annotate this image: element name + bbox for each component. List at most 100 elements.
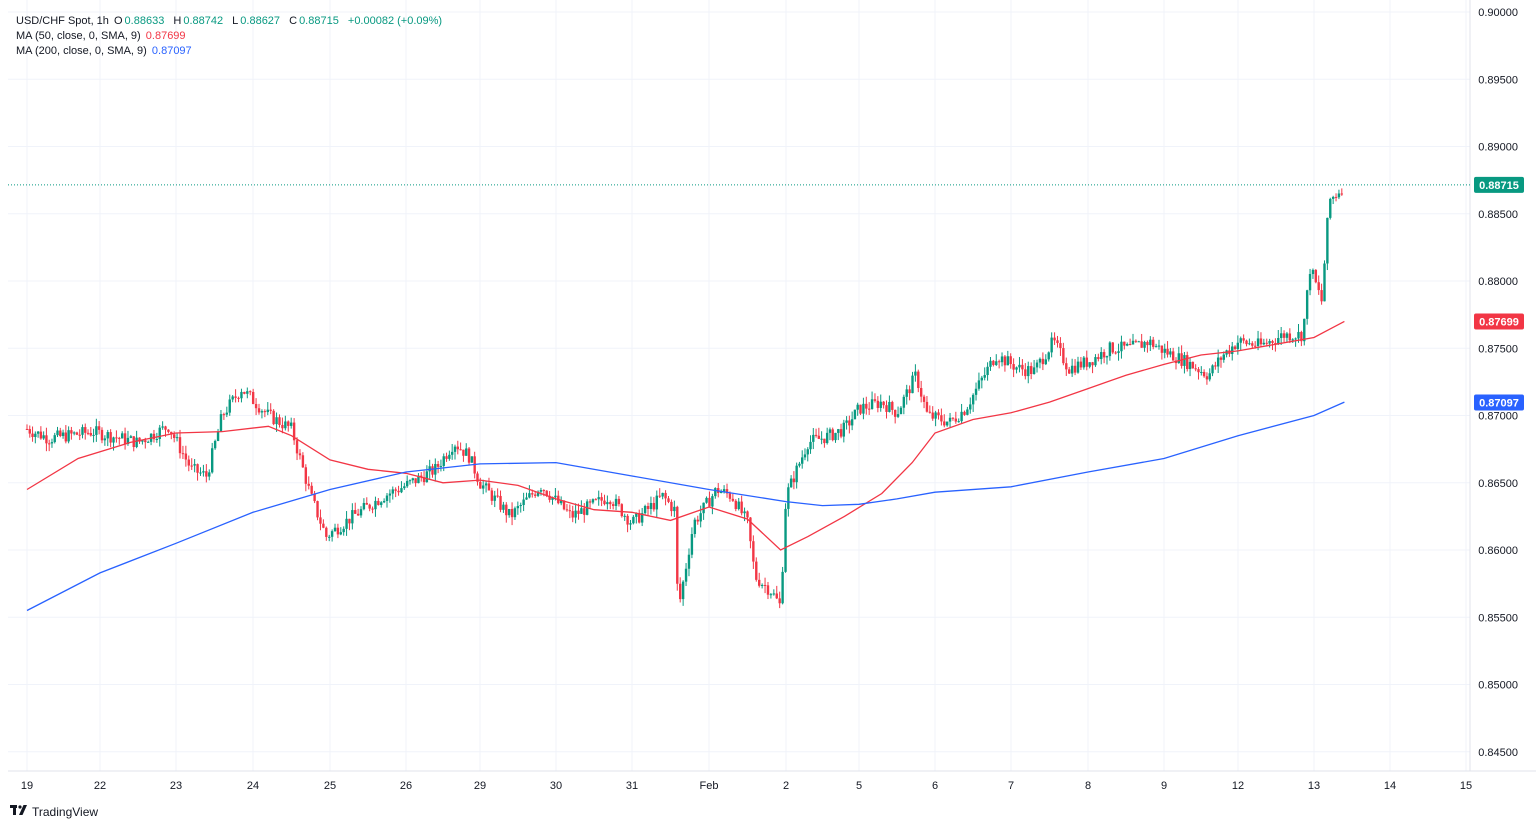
y-tick-label: 0.89500	[1478, 74, 1518, 86]
candle-body	[763, 584, 767, 586]
candle-body	[470, 456, 474, 463]
candle-body	[1231, 346, 1234, 354]
candle-body	[542, 490, 546, 492]
candle-body	[411, 478, 415, 481]
x-tick-label: 2	[783, 780, 789, 792]
candle-body	[70, 430, 73, 434]
candle-body	[158, 427, 161, 440]
candle-body	[548, 495, 551, 500]
candle-body	[269, 409, 272, 411]
candle-body	[814, 434, 818, 436]
candle-body	[1188, 361, 1192, 370]
candle-body	[1015, 367, 1018, 370]
candle-body	[382, 500, 386, 503]
candle-body	[281, 424, 284, 429]
legend-ma200-row[interactable]: MA (200, close, 0, SMA, 9) 0.87097	[16, 44, 448, 59]
candle-body	[571, 511, 574, 518]
candle-body	[658, 495, 661, 497]
candle-body	[806, 449, 809, 455]
candle-body	[781, 571, 784, 604]
candle-body	[1160, 345, 1164, 353]
symbol-label: USD/CHF Spot, 1h	[16, 15, 109, 27]
candle-body	[652, 503, 656, 510]
candle-body	[1029, 366, 1033, 374]
candle-body	[1157, 345, 1161, 347]
x-tick-label: 15	[1460, 780, 1472, 792]
candle-body	[908, 389, 911, 394]
candle-body	[213, 440, 217, 449]
legend-ohlc-row: USD/CHF Spot, 1h O 0.88633 H 0.88742 L 0.88…	[16, 14, 448, 29]
candle-body	[228, 399, 231, 413]
candle-body	[919, 388, 923, 397]
legend-ma50-row[interactable]: MA (50, close, 0, SMA, 9) 0.87699	[16, 29, 448, 44]
candle-body	[237, 397, 240, 399]
candle-body	[876, 400, 880, 408]
candle-body	[210, 448, 214, 473]
candle-body	[442, 456, 445, 466]
candle-body	[1094, 357, 1097, 366]
candle-body	[687, 554, 691, 569]
candle-body	[260, 411, 264, 413]
candle-body	[626, 515, 629, 525]
candle-body	[439, 465, 443, 467]
candle-body	[873, 399, 877, 401]
candle-body	[161, 426, 164, 428]
candle-body	[1027, 366, 1030, 377]
candle-body	[1123, 341, 1126, 346]
candle-body	[623, 515, 626, 517]
candle-body	[89, 433, 93, 436]
candle-body	[187, 459, 190, 466]
candle-body	[925, 401, 929, 412]
ma200-price-label: 0.87097	[1479, 397, 1519, 409]
candle-body	[562, 500, 566, 510]
candle-body	[803, 454, 807, 458]
candle-body	[47, 443, 51, 445]
candle-body	[714, 488, 717, 497]
candle-body	[917, 371, 920, 389]
candle-body	[507, 508, 511, 516]
candle-body	[1197, 369, 1200, 373]
candle-body	[330, 531, 334, 537]
candle-body	[1277, 337, 1280, 344]
candle-body	[825, 432, 829, 444]
candle-body	[1140, 341, 1143, 348]
candle-body	[614, 498, 618, 506]
candle-body	[834, 432, 837, 441]
candle-body	[1251, 343, 1254, 346]
candle-body	[1233, 346, 1237, 350]
candle-body	[801, 457, 804, 464]
candle-body	[205, 471, 208, 477]
candle-body	[635, 512, 638, 517]
candle-body	[1248, 343, 1251, 345]
candle-body	[755, 561, 758, 580]
candle-body	[867, 408, 871, 410]
candle-body	[856, 404, 859, 410]
candle-body	[342, 528, 345, 533]
candle-body	[853, 409, 857, 420]
x-tick-label: 23	[170, 780, 182, 792]
candle-body	[943, 421, 946, 426]
candle-body	[64, 432, 68, 442]
close-label: C	[289, 15, 298, 27]
candle-body	[1323, 263, 1326, 302]
candle-body	[885, 405, 888, 412]
tradingview-brand[interactable]: TradingView	[10, 804, 98, 819]
candle-body	[1326, 217, 1329, 264]
x-tick-label: 24	[247, 780, 259, 792]
candle-body	[146, 441, 150, 443]
candle-body	[81, 427, 84, 435]
candle-body	[609, 502, 612, 505]
candle-body	[893, 409, 897, 417]
candle-body	[597, 497, 600, 500]
candle-body	[719, 491, 723, 493]
candle-body	[974, 388, 978, 395]
candle-body	[304, 467, 308, 484]
candle-body	[298, 453, 302, 456]
candle-body	[1006, 356, 1010, 366]
candle-body	[1047, 352, 1050, 360]
x-tick-label: 30	[550, 780, 562, 792]
candle-body	[1128, 343, 1132, 345]
candle-body	[278, 417, 281, 425]
candle-body	[97, 426, 101, 430]
